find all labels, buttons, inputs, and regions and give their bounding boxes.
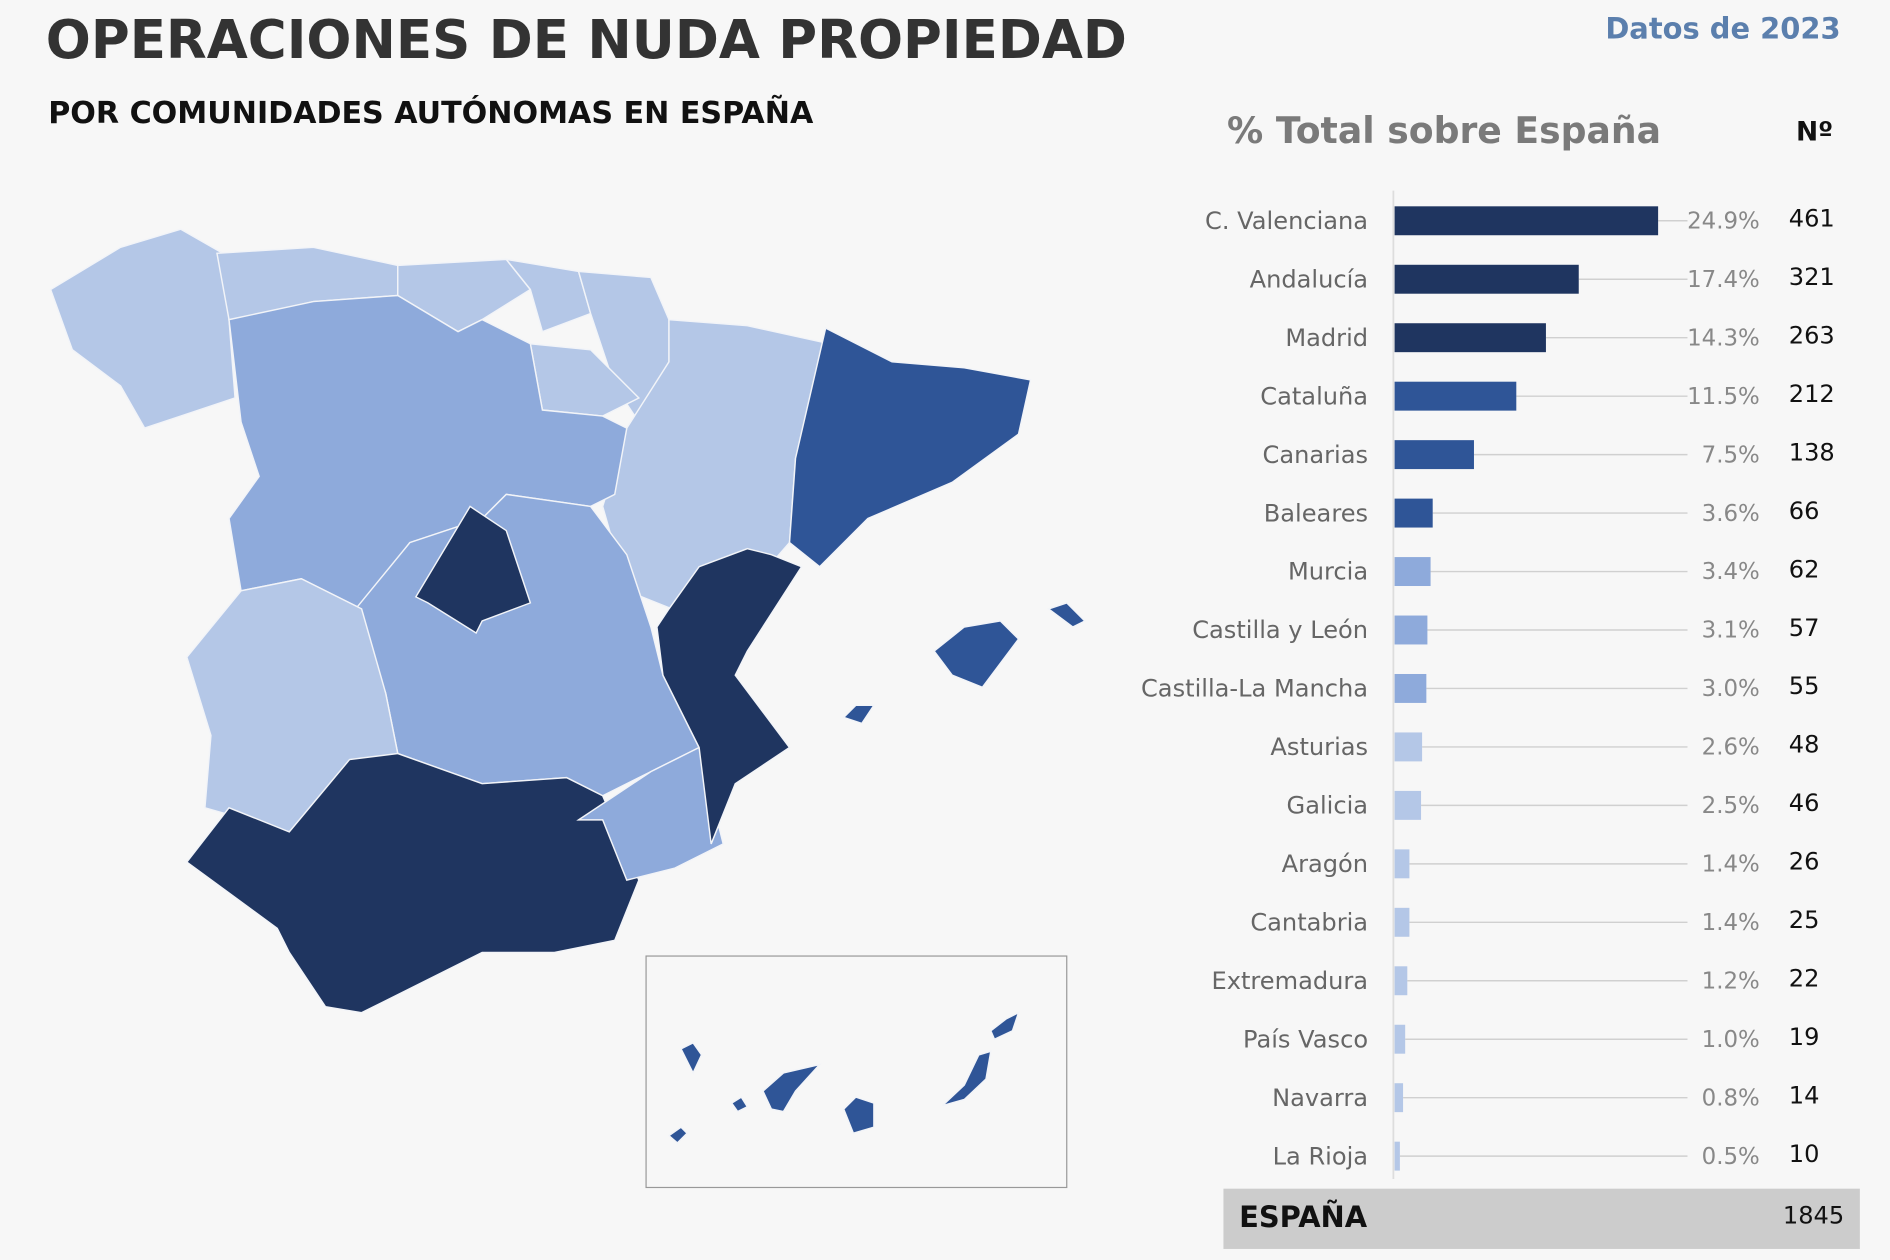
count-header: Nº xyxy=(1796,116,1833,147)
bar xyxy=(1394,615,1428,645)
value-label: 11.5% xyxy=(1687,384,1760,410)
count-label: 321 xyxy=(1789,263,1835,291)
category-label: Murcia xyxy=(1288,558,1368,586)
value-label: 1.4% xyxy=(1702,852,1760,878)
count-label: 26 xyxy=(1789,848,1820,876)
count-label: 212 xyxy=(1789,380,1835,408)
value-label: 0.8% xyxy=(1702,1085,1760,1111)
region xyxy=(788,326,1032,568)
region xyxy=(49,228,236,429)
note: Datos de 2023 xyxy=(1605,11,1840,45)
bar xyxy=(1394,498,1433,528)
value-label: 1.4% xyxy=(1702,910,1760,936)
category-label: Asturias xyxy=(1270,733,1368,761)
rows: C. Valenciana 24.9% 461 Andalucía 17.4% 321 Ma… xyxy=(1141,205,1835,1171)
count-label: 22 xyxy=(1789,965,1820,993)
map xyxy=(49,228,1087,1189)
subtitle: POR COMUNIDADES AUTÓNOMAS EN ESPAÑA xyxy=(48,94,814,131)
bar xyxy=(1394,1083,1404,1113)
region xyxy=(656,547,803,845)
count-label: 461 xyxy=(1789,205,1835,233)
value-label: 2.6% xyxy=(1702,735,1760,761)
bar xyxy=(1394,907,1410,937)
bar xyxy=(1394,206,1659,236)
value-label: 1.2% xyxy=(1702,968,1760,994)
category-label: La Rioja xyxy=(1273,1142,1368,1170)
region xyxy=(414,505,532,635)
count-label: 48 xyxy=(1789,731,1820,759)
bar xyxy=(1394,1024,1406,1054)
category-label: Baleares xyxy=(1264,499,1368,527)
count-label: 55 xyxy=(1789,672,1820,700)
region xyxy=(185,752,640,1014)
region xyxy=(576,746,725,881)
bar xyxy=(1394,323,1546,353)
region xyxy=(667,1011,1020,1144)
category-label: Madrid xyxy=(1285,324,1368,352)
count-label: 14 xyxy=(1789,1081,1820,1109)
bar xyxy=(1394,440,1474,470)
bar xyxy=(1394,790,1422,820)
bar xyxy=(1394,264,1579,294)
count-label: 46 xyxy=(1789,789,1820,817)
category-label: Extremadura xyxy=(1211,967,1368,995)
bar xyxy=(1394,732,1423,762)
value-header: % Total sobre España xyxy=(1227,109,1661,152)
value-label: 3.6% xyxy=(1702,501,1760,527)
category-label: Castilla-La Mancha xyxy=(1141,675,1368,703)
count-label: 57 xyxy=(1789,614,1820,642)
category-label: Galicia xyxy=(1287,792,1369,820)
value-label: 3.1% xyxy=(1702,618,1760,644)
count-label: 62 xyxy=(1789,555,1820,583)
value-label: 3.0% xyxy=(1702,676,1760,702)
bar xyxy=(1394,849,1410,879)
count-label: 25 xyxy=(1789,906,1820,934)
total-row xyxy=(1223,1188,1860,1249)
value-label: 17.4% xyxy=(1687,267,1760,293)
count-label: 19 xyxy=(1789,1023,1820,1051)
total-label: ESPAÑA xyxy=(1239,1200,1368,1234)
value-label: 7.5% xyxy=(1702,442,1760,468)
bar xyxy=(1394,381,1517,411)
value-label: 0.5% xyxy=(1702,1144,1760,1170)
bar xyxy=(1394,557,1431,587)
bar xyxy=(1394,673,1427,703)
region xyxy=(504,258,592,333)
value-label: 14.3% xyxy=(1687,325,1760,351)
category-label: País Vasco xyxy=(1243,1025,1368,1053)
category-label: Aragón xyxy=(1282,850,1368,878)
count-label: 138 xyxy=(1789,438,1835,466)
bar xyxy=(1394,1141,1400,1171)
category-label: Canarias xyxy=(1263,441,1369,469)
value-label: 1.0% xyxy=(1702,1027,1760,1053)
count-label: 66 xyxy=(1789,497,1820,525)
region xyxy=(842,602,1087,725)
bar xyxy=(1394,966,1408,996)
count-label: 263 xyxy=(1789,321,1835,349)
category-label: Andalucía xyxy=(1250,265,1368,293)
category-label: Cataluña xyxy=(1260,382,1368,410)
value-label: 2.5% xyxy=(1702,793,1760,819)
category-label: Navarra xyxy=(1272,1084,1368,1112)
category-label: Cantabria xyxy=(1250,909,1368,937)
category-label: Castilla y León xyxy=(1192,616,1368,644)
title: OPERACIONES DE NUDA PROPIEDAD xyxy=(46,9,1127,71)
total-value: 1845 xyxy=(1783,1201,1844,1229)
value-label: 24.9% xyxy=(1687,208,1760,234)
category-label: C. Valenciana xyxy=(1205,207,1368,235)
inset-frame xyxy=(645,955,1068,1189)
count-label: 10 xyxy=(1789,1140,1820,1168)
value-label: 3.4% xyxy=(1702,559,1760,585)
